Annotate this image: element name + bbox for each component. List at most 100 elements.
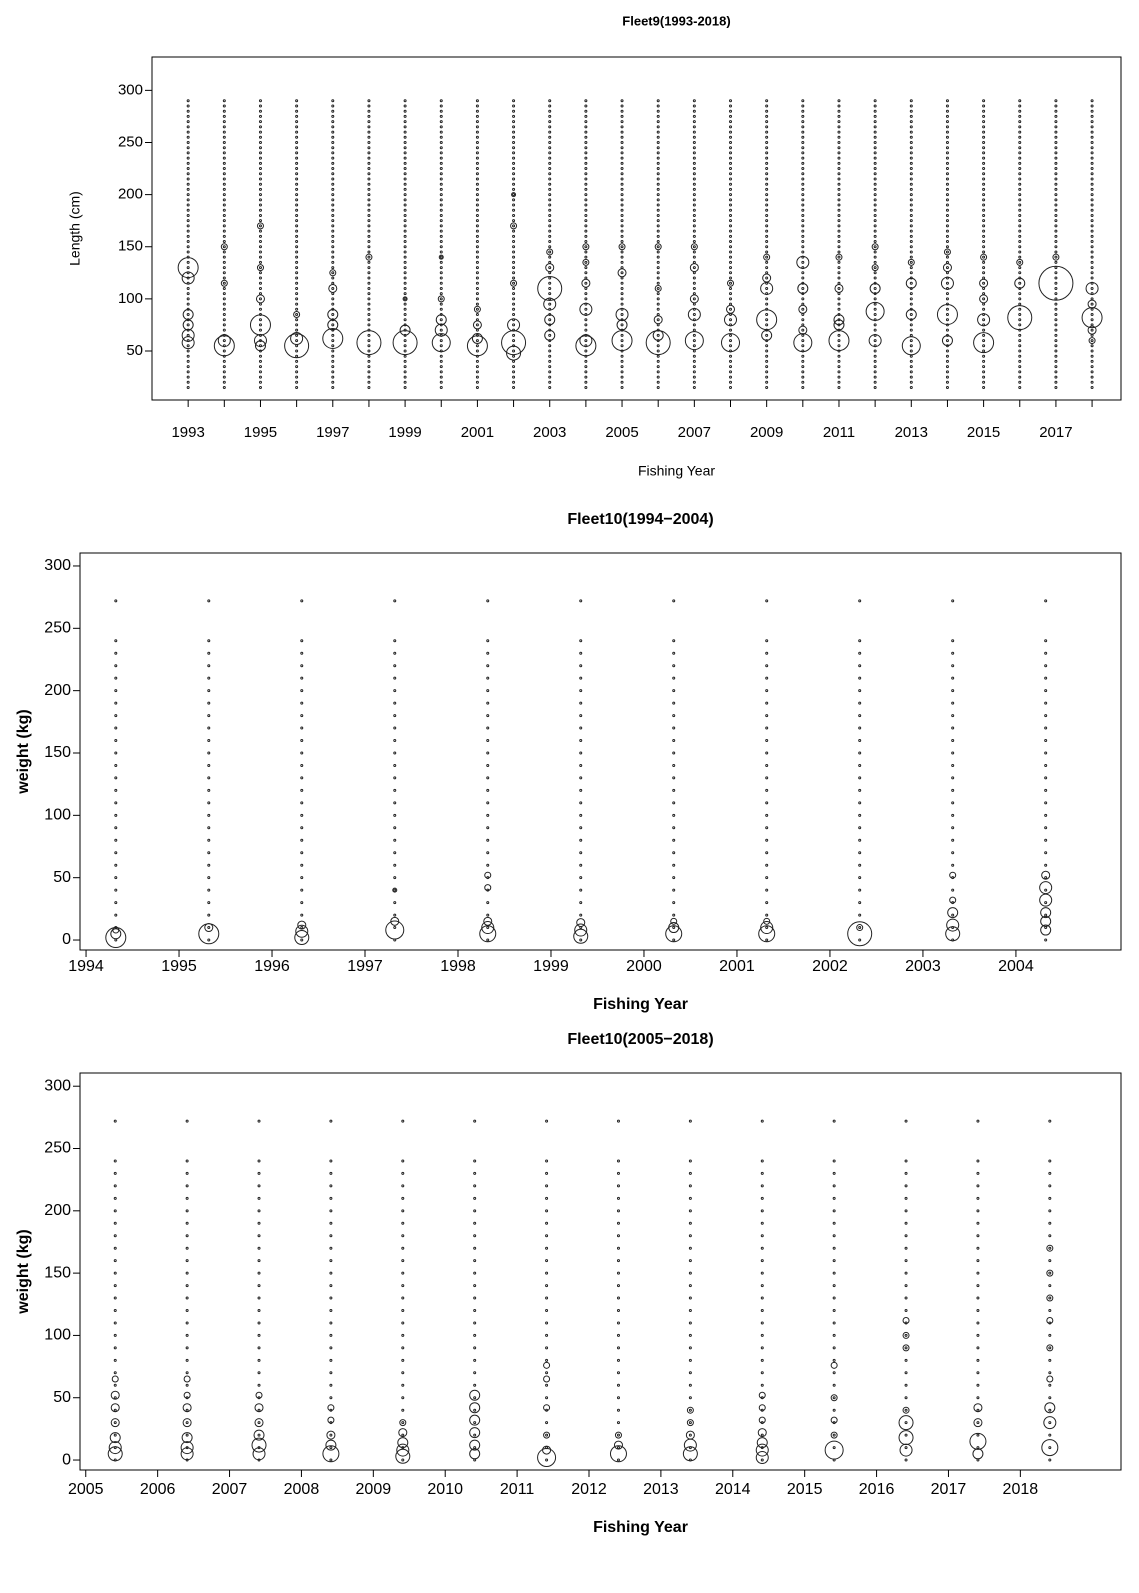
bin-dot <box>672 926 676 930</box>
bubble <box>796 255 810 269</box>
bubble <box>110 1418 120 1428</box>
bin-dot <box>765 234 769 238</box>
bin-dot <box>951 826 955 830</box>
bin-dot <box>548 182 552 186</box>
bin-dot <box>331 313 335 317</box>
bin-dot <box>222 276 226 280</box>
bubble <box>328 283 338 293</box>
bin-dot <box>909 161 913 165</box>
bin-dot <box>904 1234 908 1238</box>
bin-dot <box>616 1171 620 1175</box>
bubble <box>835 253 843 261</box>
bin-dot <box>113 1159 117 1163</box>
bin-dot <box>300 701 304 705</box>
bin-dot <box>548 255 552 259</box>
bin-dot <box>672 639 676 643</box>
bin-dot <box>329 1159 333 1163</box>
bin-dot <box>656 208 660 212</box>
bin-dot <box>548 187 552 191</box>
bin-dot <box>620 120 624 124</box>
bin-dot <box>548 276 552 280</box>
bin-dot <box>620 156 624 160</box>
bin-dot <box>1018 375 1022 379</box>
bin-dot <box>801 359 805 363</box>
bin-dot <box>114 813 118 817</box>
bubble <box>1046 1316 1054 1324</box>
bin-dot <box>801 213 805 217</box>
bin-dot <box>982 156 986 160</box>
bin-dot <box>207 739 211 743</box>
bubble <box>907 258 915 266</box>
bin-dot <box>367 177 371 181</box>
bin-dot <box>512 349 516 353</box>
bin-dot <box>873 213 877 217</box>
bin-dot <box>486 901 490 905</box>
bin-dot <box>982 187 986 191</box>
bin-dot <box>858 926 862 930</box>
bin-dot <box>473 1271 477 1275</box>
bin-dot <box>801 276 805 280</box>
bin-dot <box>222 370 226 374</box>
bubble <box>943 248 951 256</box>
bin-dot <box>475 307 479 311</box>
bin-dot <box>837 219 841 223</box>
bin-dot <box>300 851 304 855</box>
bin-dot <box>692 375 696 379</box>
bin-dot <box>858 701 862 705</box>
bin-dot <box>114 826 118 830</box>
bin-dot <box>545 1458 549 1462</box>
bin-dot <box>620 302 624 306</box>
bubble <box>1046 1269 1054 1277</box>
bin-dot <box>439 354 443 358</box>
bin-dot <box>512 182 516 186</box>
bin-dot <box>584 385 588 389</box>
bubble <box>871 264 879 272</box>
bin-dot <box>295 302 299 306</box>
bin-dot <box>692 234 696 238</box>
bin-dot <box>656 219 660 223</box>
bin-dot <box>976 1321 980 1325</box>
bin-dot <box>439 281 443 285</box>
bin-dot <box>331 208 335 212</box>
bin-dot <box>207 676 211 680</box>
bin-dot <box>584 172 588 176</box>
bin-dot <box>1054 151 1058 155</box>
bin-dot <box>692 140 696 144</box>
bin-dot <box>1054 99 1058 103</box>
bin-dot <box>909 99 913 103</box>
bin-dot <box>672 751 676 755</box>
bin-dot <box>1018 114 1022 118</box>
bin-dot <box>951 763 955 767</box>
bin-dot <box>439 307 443 311</box>
bin-dot <box>258 281 262 285</box>
bubble <box>395 1448 411 1464</box>
bin-dot <box>367 156 371 160</box>
bin-dot <box>951 913 955 917</box>
bin-dot <box>439 240 443 244</box>
bin-dot <box>858 851 862 855</box>
bin-dot <box>295 140 299 144</box>
bin-dot <box>1090 380 1094 384</box>
bin-dot <box>207 714 211 718</box>
bin-dot <box>393 926 397 930</box>
bubble <box>110 1403 120 1413</box>
bin-dot <box>403 250 407 254</box>
bin-dot <box>832 1271 836 1275</box>
bin-dot <box>475 135 479 139</box>
bubble <box>483 916 493 926</box>
bin-dot <box>837 286 841 290</box>
bin-dot <box>692 302 696 306</box>
bin-dot <box>976 1458 980 1462</box>
bin-dot <box>331 271 335 275</box>
bin-dot <box>729 213 733 217</box>
bin-dot <box>186 375 190 379</box>
bin-dot <box>1044 801 1048 805</box>
bin-dot <box>222 260 226 264</box>
bin-dot <box>331 266 335 270</box>
bin-dot <box>1018 260 1022 264</box>
bin-dot <box>904 1209 908 1213</box>
bin-dot <box>982 213 986 217</box>
bin-dot <box>258 365 262 369</box>
bin-dot <box>692 187 696 191</box>
x-tick-label: 2012 <box>571 1481 607 1498</box>
